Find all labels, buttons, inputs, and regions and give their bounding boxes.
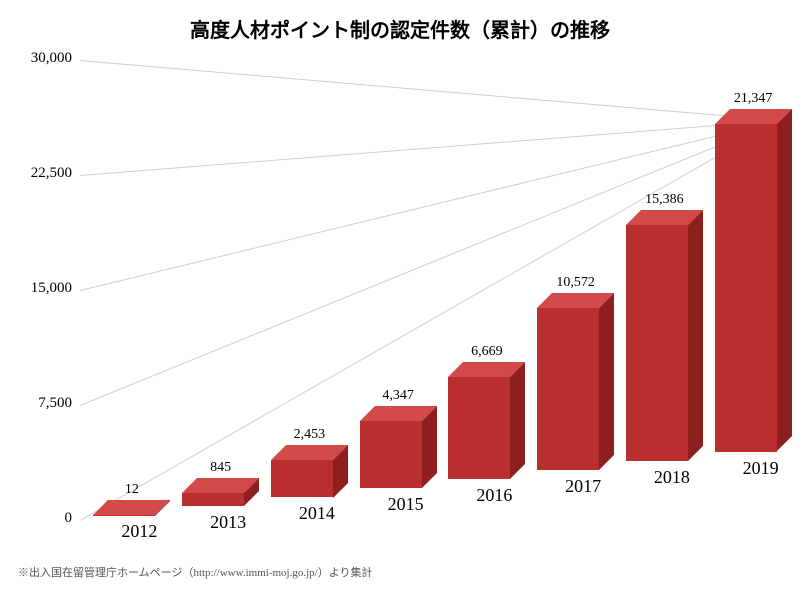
y-axis-label: 7,500 — [38, 395, 72, 412]
x-axis-label: 2013 — [210, 512, 246, 533]
y-axis-label: 22,500 — [31, 165, 72, 182]
y-axis-label: 30,000 — [31, 50, 72, 67]
bar — [360, 406, 422, 488]
y-axis-label: 0 — [65, 510, 73, 527]
x-axis-label: 2015 — [388, 494, 424, 515]
gridline — [80, 60, 790, 122]
bar — [626, 210, 688, 461]
y-axis-label: 15,000 — [31, 280, 72, 297]
chart-footnote: ※出入国在留管理庁ホームページ（http://www.immi-moj.go.j… — [18, 564, 373, 580]
x-axis-label: 2014 — [299, 503, 335, 524]
bar — [271, 445, 333, 498]
bar — [93, 500, 155, 515]
x-axis-label: 2018 — [654, 467, 690, 488]
x-axis-label: 2012 — [121, 521, 157, 542]
x-axis-label: 2017 — [565, 476, 601, 497]
bar-value-label: 4,347 — [382, 388, 414, 404]
bar-value-label: 21,347 — [734, 91, 773, 107]
bar-value-label: 12 — [125, 482, 139, 498]
bar-value-label: 845 — [210, 460, 231, 476]
bar-value-label: 10,572 — [556, 275, 595, 291]
bar-value-label: 6,669 — [471, 344, 503, 360]
bar — [537, 293, 599, 470]
bar — [448, 362, 510, 479]
bar-chart: 0 7,500 15,000 22,500 30,000 12 2012 845 2013 2,4… — [0, 0, 800, 592]
bar-value-label: 15,386 — [645, 192, 684, 208]
x-axis-label: 2016 — [476, 485, 512, 506]
bar-value-label: 2,453 — [294, 427, 326, 443]
bar — [715, 109, 777, 451]
x-axis-label: 2019 — [743, 458, 779, 479]
bar — [182, 478, 244, 506]
gridline — [80, 119, 790, 176]
